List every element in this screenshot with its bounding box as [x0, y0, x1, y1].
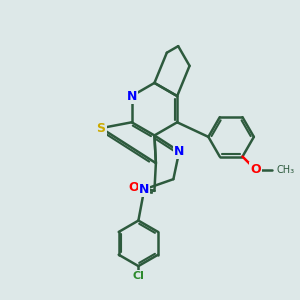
Text: N: N [139, 183, 149, 196]
Text: Cl: Cl [133, 271, 144, 281]
Text: N: N [174, 145, 184, 158]
Text: S: S [97, 122, 106, 135]
Text: O: O [250, 163, 261, 176]
Text: O: O [129, 182, 139, 194]
Text: N: N [127, 89, 137, 103]
Text: CH₃: CH₃ [276, 165, 294, 175]
